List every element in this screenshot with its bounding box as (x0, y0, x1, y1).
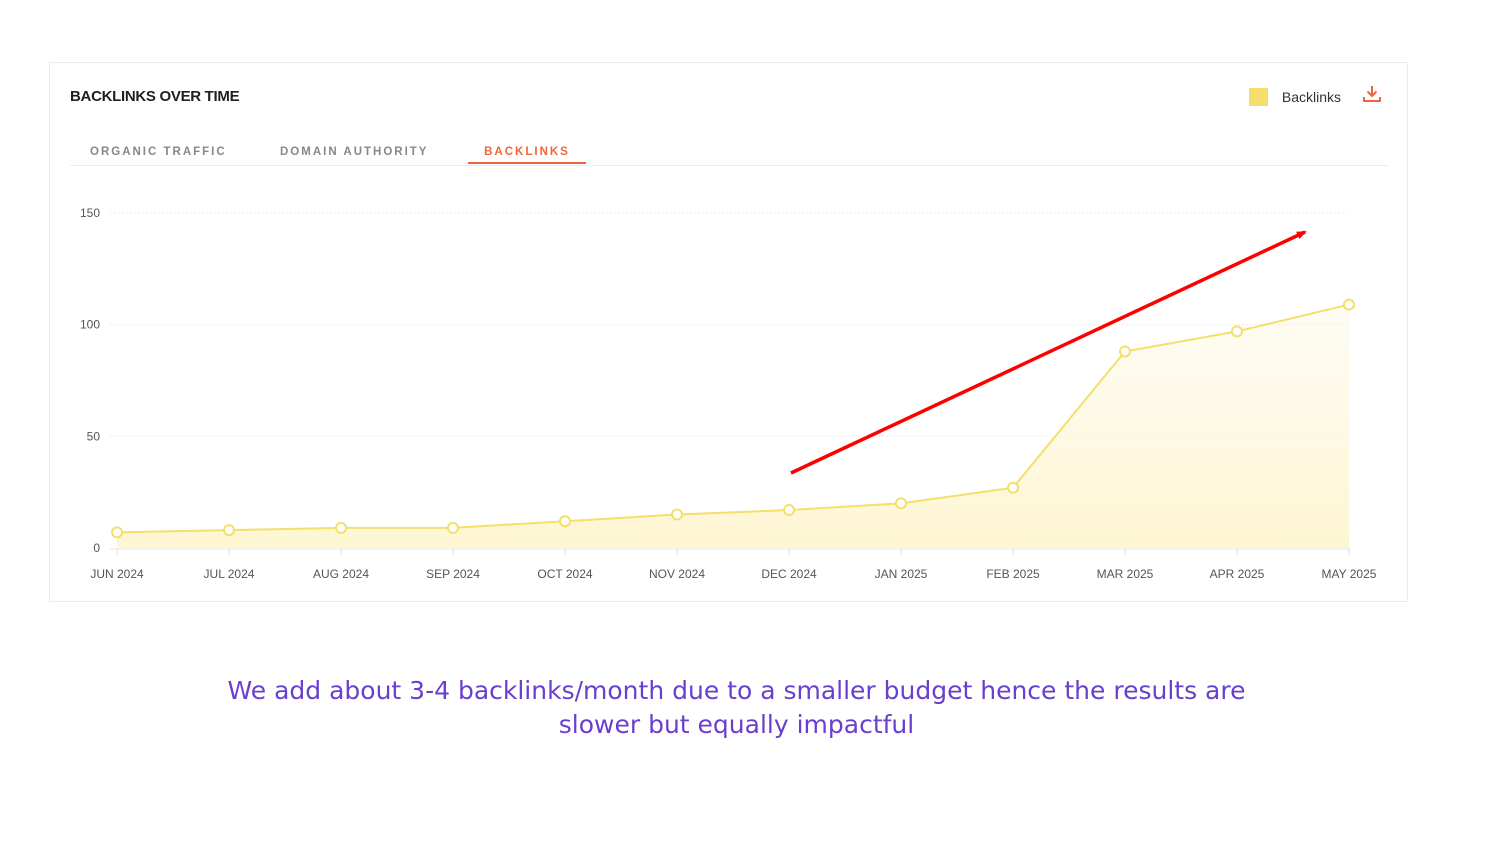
caption: We add about 3-4 backlinks/month due to … (0, 674, 1473, 742)
x-tick-label: MAR 2025 (1097, 567, 1154, 581)
x-tick-label: JUL 2024 (204, 567, 255, 581)
legend: Backlinks (1248, 88, 1341, 106)
tab-backlinks[interactable]: BACKLINKS (468, 146, 586, 164)
data-point (1119, 345, 1131, 358)
chart-title: BACKLINKS OVER TIME (70, 88, 240, 105)
trend-arrow (790, 230, 1307, 475)
x-tick-label: JUN 2024 (90, 567, 144, 581)
legend-label: Backlinks (1281, 89, 1341, 105)
y-tick-label: 0 (93, 541, 100, 555)
data-point (447, 521, 459, 534)
download-icon[interactable] (1361, 83, 1383, 105)
caption-line-2: slower but equally impactful (558, 710, 915, 739)
backlinks-chart: 0 50 100 150 JUN 2024 JUL 2024 AUG 2024 SEP 202… (80, 206, 1377, 581)
data-point (783, 504, 795, 517)
data-point (111, 526, 123, 539)
data-point (895, 497, 907, 510)
data-point (223, 524, 235, 537)
x-tick-label: DEC 2024 (761, 567, 817, 581)
x-tick-label: OCT 2024 (537, 567, 592, 581)
x-tick-label: APR 2025 (1210, 567, 1265, 581)
tab-bar: ORGANIC TRAFFIC DOMAIN AUTHORITY BACKLIN… (70, 141, 1388, 166)
x-tick-label: MAY 2025 (1322, 567, 1377, 581)
data-point (671, 508, 683, 521)
data-point (559, 515, 571, 528)
data-point (1231, 325, 1243, 338)
data-point (1007, 481, 1019, 494)
x-tick-label: NOV 2024 (649, 567, 705, 581)
data-point (335, 521, 347, 534)
x-tick-label: SEP 2024 (426, 567, 480, 581)
x-tick-label: FEB 2025 (986, 567, 1040, 581)
data-point (1343, 298, 1355, 311)
legend-swatch (1248, 88, 1268, 106)
tab-domain-authority[interactable]: DOMAIN AUTHORITY (280, 146, 429, 158)
caption-line-1: We add about 3-4 backlinks/month due to … (227, 676, 1246, 705)
y-tick-label: 100 (80, 318, 100, 332)
x-tick-label: AUG 2024 (313, 567, 369, 581)
series-area (117, 304, 1349, 548)
tab-organic-traffic[interactable]: ORGANIC TRAFFIC (90, 146, 227, 158)
y-tick-label: 150 (80, 206, 100, 220)
series-line (116, 303, 1350, 534)
x-tick-label: JAN 2025 (875, 567, 928, 581)
y-tick-label: 50 (87, 429, 101, 443)
